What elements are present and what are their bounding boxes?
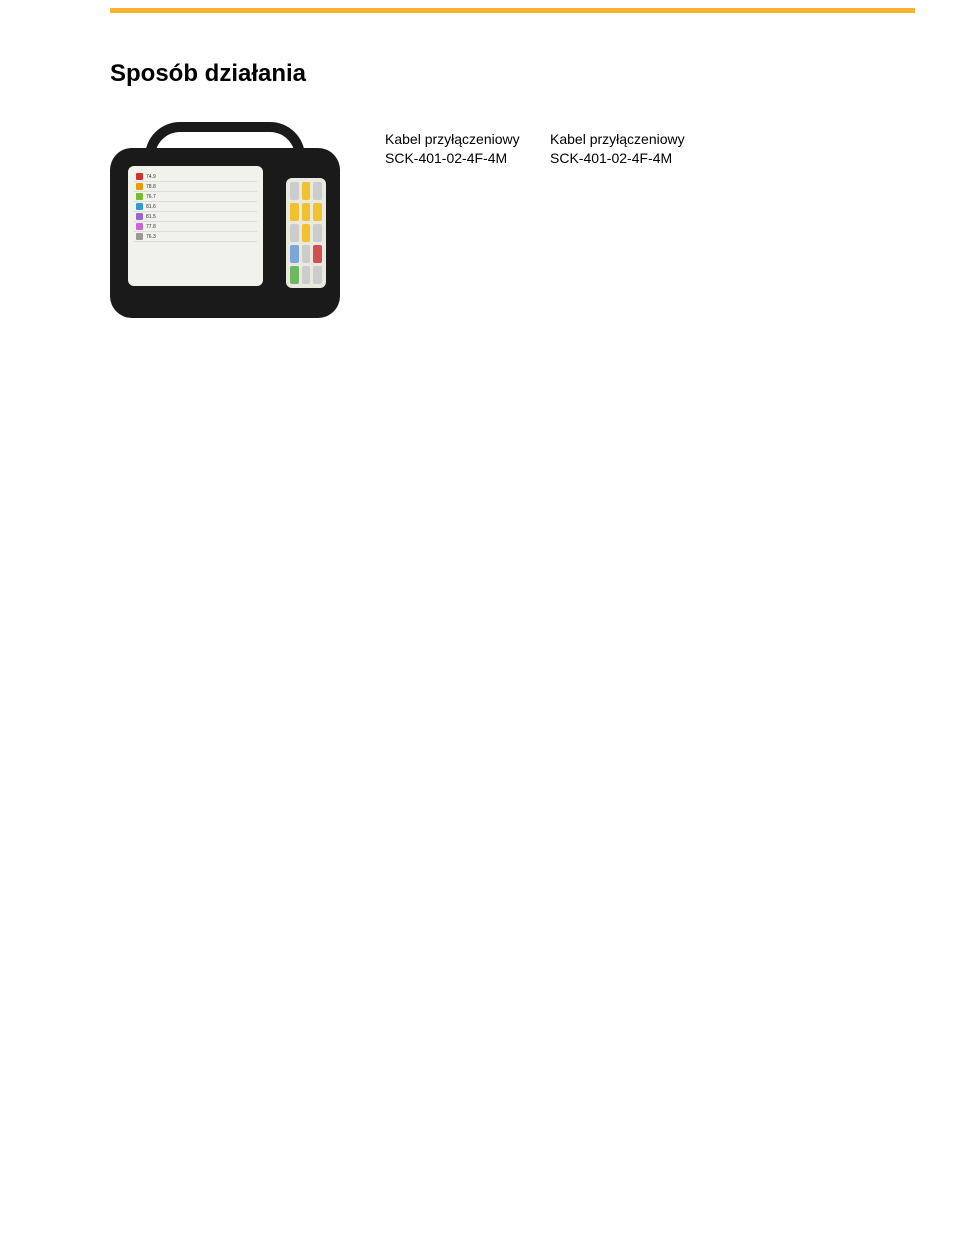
label-text: SCK-401-02-4F-4M	[385, 150, 507, 166]
device-body: 74.9 78.8 76.7 81.6 81.5 77.8 76.3	[110, 148, 340, 318]
label-text: Kabel przyłączeniowy	[550, 131, 685, 147]
diagram-area: 74.9 78.8 76.7 81.6 81.5 77.8 76.3	[110, 118, 880, 738]
device-keypad	[286, 178, 326, 288]
label-text: Kabel przyłączeniowy	[385, 131, 520, 147]
label-text: SCK-401-02-4F-4M	[550, 150, 672, 166]
cable-label-left: Kabel przyłączeniowy SCK-401-02-4F-4M	[385, 130, 520, 168]
device-service-master-plus: 74.9 78.8 76.7 81.6 81.5 77.8 76.3	[110, 118, 370, 318]
device-screen: 74.9 78.8 76.7 81.6 81.5 77.8 76.3	[128, 166, 263, 286]
page-title: Sposób działania	[110, 60, 880, 88]
cable-label-right: Kabel przyłączeniowy SCK-401-02-4F-4M	[550, 130, 685, 168]
page: Sposób działania 74.9 78.8 76.7 81.6 81.…	[0, 0, 960, 1253]
